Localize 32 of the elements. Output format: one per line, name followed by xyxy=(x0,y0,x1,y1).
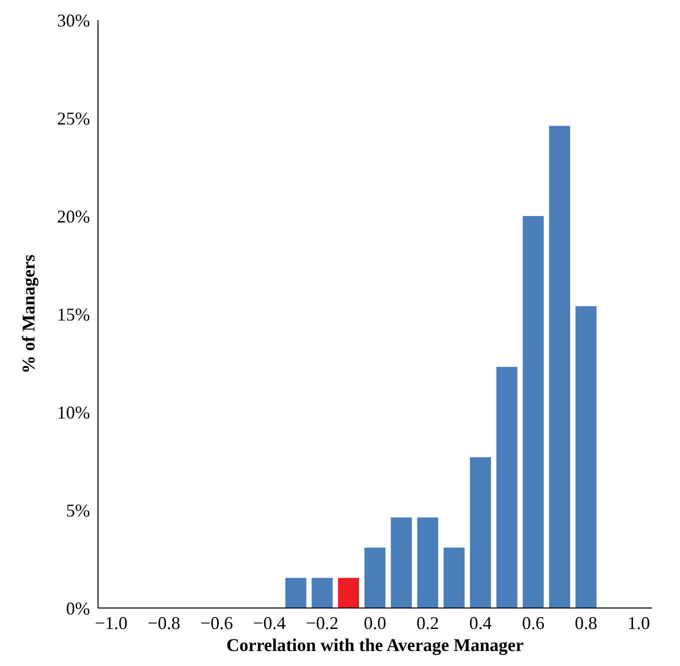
x-tick-label: 0.8 xyxy=(574,612,598,633)
bar xyxy=(364,548,386,608)
x-tick-label: −0.8 xyxy=(148,612,180,633)
x-tick-label: −0.2 xyxy=(306,612,339,633)
bar xyxy=(496,366,518,608)
y-tick-label: 25% xyxy=(57,108,90,128)
x-tick-label: −0.6 xyxy=(200,612,234,633)
y-tick-label: 20% xyxy=(57,206,90,226)
x-tick-label: 0.4 xyxy=(469,612,492,633)
bar xyxy=(444,548,465,608)
bar xyxy=(390,517,412,608)
bar xyxy=(522,216,544,608)
bar xyxy=(285,578,306,608)
y-axis-title: % of Managers xyxy=(18,254,38,374)
y-tick-label: 0% xyxy=(66,598,90,618)
bar xyxy=(575,306,596,608)
bar xyxy=(549,126,570,608)
x-tick-label: 0.0 xyxy=(364,612,386,633)
x-tick-label: 0.6 xyxy=(522,612,545,633)
x-tick-label: −1.0 xyxy=(94,612,128,633)
y-tick-label: 30% xyxy=(57,10,90,30)
bar xyxy=(417,517,438,608)
x-tick-label: 1.0 xyxy=(628,612,650,633)
bar xyxy=(312,578,333,608)
y-tick-label: 10% xyxy=(57,402,90,422)
x-axis-title: Correlation with the Average Manager xyxy=(226,634,524,655)
bar xyxy=(338,578,360,608)
y-tick-label: 15% xyxy=(57,304,90,324)
bar xyxy=(470,457,491,608)
x-tick-label: 0.2 xyxy=(416,612,440,633)
x-tick-label: −0.4 xyxy=(253,612,286,633)
y-tick-label: 5% xyxy=(66,500,90,520)
